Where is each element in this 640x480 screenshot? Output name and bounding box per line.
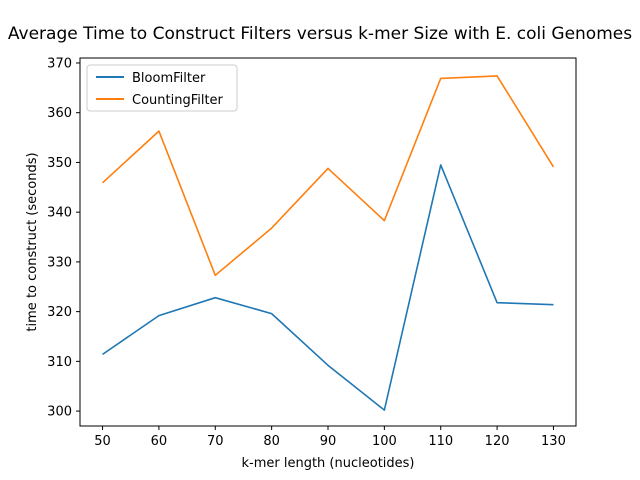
x-tick-label: 60 — [151, 434, 168, 449]
series-line-bloomfilter — [102, 164, 554, 411]
x-tick-label: 100 — [372, 434, 397, 449]
x-tick-label: 50 — [94, 434, 111, 449]
y-tick-label: 320 — [47, 305, 72, 320]
y-axis-ticks: 300 310 320 330 340 350 360 370 — [47, 56, 80, 420]
x-tick-label: 110 — [428, 434, 453, 449]
series-line-countingfilter — [102, 75, 555, 277]
legend-label-bloomfilter: BloomFilter — [132, 71, 206, 86]
x-tick-label: 70 — [207, 434, 224, 449]
plot-lines — [102, 75, 555, 411]
x-axis-label: k-mer length (nucleotides) — [242, 456, 415, 471]
y-tick-label: 360 — [47, 106, 72, 121]
y-tick-label: 350 — [47, 156, 72, 171]
plot-frame — [79, 57, 577, 427]
y-tick-label: 310 — [47, 355, 72, 370]
chart-title: Average Time to Construct Filters versus… — [8, 24, 632, 44]
x-tick-label: 90 — [320, 434, 337, 449]
x-tick-label: 80 — [263, 434, 280, 449]
legend-label-countingfilter: CountingFilter — [132, 93, 224, 108]
y-tick-label: 300 — [47, 405, 72, 420]
x-tick-label: 130 — [541, 434, 566, 449]
x-tick-label: 120 — [485, 434, 510, 449]
x-axis-ticks: 50 60 70 80 90 100 110 120 130 — [94, 426, 566, 449]
y-axis-label: time to construct (seconds) — [25, 152, 40, 331]
legend: BloomFilter CountingFilter — [86, 64, 238, 112]
y-tick-label: 340 — [47, 206, 72, 221]
y-tick-label: 370 — [47, 56, 72, 71]
legend-box — [86, 64, 238, 112]
y-tick-label: 330 — [47, 255, 72, 270]
